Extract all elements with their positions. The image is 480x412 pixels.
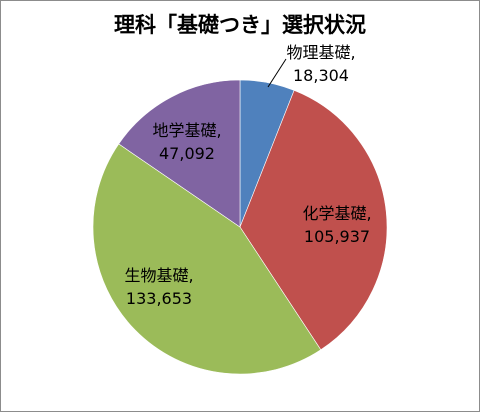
slice-label-2: 化学基礎, <box>302 204 371 223</box>
slice-label-3: 生物基礎, <box>124 266 193 285</box>
pie-slice-3 <box>92 143 322 375</box>
pie-slice-2 <box>239 89 388 351</box>
chart-title: 理科「基礎つき」選択状況 <box>114 13 366 37</box>
slice-value-4: 47,092 <box>159 144 215 163</box>
slice-value-3: 133,653 <box>126 289 192 308</box>
leader-line <box>267 58 287 88</box>
slice-label-1: 物理基礎, <box>286 43 355 62</box>
slice-label-4: 地学基礎, <box>152 121 221 140</box>
slice-value-2: 105,937 <box>304 227 370 246</box>
slice-value-1: 18,304 <box>293 66 349 85</box>
pie-slice-4 <box>118 79 241 228</box>
